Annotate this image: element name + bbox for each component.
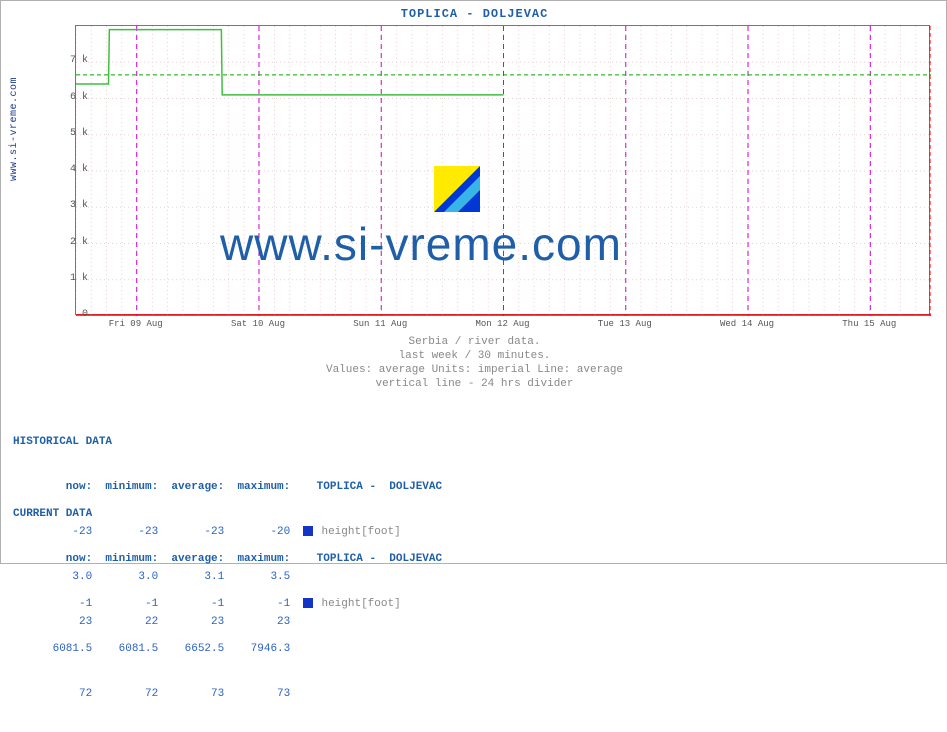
caption-line: last week / 30 minutes. <box>1 349 947 363</box>
table-row: 6081.5 6081.5 6652.5 7946.3 <box>13 642 442 657</box>
caption-line: Serbia / river data. <box>1 335 947 349</box>
caption-line: vertical line - 24 hrs divider <box>1 377 947 391</box>
x-tick-label: Tue 13 Aug <box>598 319 652 329</box>
chart-container: TOPLICA - DOLJEVAC www.si-vreme.com www.… <box>1 1 947 563</box>
x-tick-label: Mon 12 Aug <box>475 319 529 329</box>
y-tick-label: 3 k <box>48 200 88 211</box>
current-header: CURRENT DATA <box>13 507 442 522</box>
y-tick-label: 4 k <box>48 164 88 175</box>
y-tick-label: 0 <box>48 309 88 320</box>
x-tick-label: Sun 11 Aug <box>353 319 407 329</box>
y-tick-label: 7 k <box>48 55 88 66</box>
x-tick-label: Sat 10 Aug <box>231 319 285 329</box>
legend-label: height[foot] <box>321 598 400 610</box>
plot-svg <box>76 26 931 316</box>
x-tick-label: Thu 15 Aug <box>842 319 896 329</box>
x-tick-label: Fri 09 Aug <box>109 319 163 329</box>
y-tick-label: 1 k <box>48 273 88 284</box>
historical-header: HISTORICAL DATA <box>13 435 442 450</box>
chart-title: TOPLICA - DOLJEVAC <box>1 7 947 21</box>
y-axis-label: www.si-vreme.com <box>9 77 20 181</box>
table-row: 72 72 73 73 <box>13 687 442 702</box>
plot-area: www.si-vreme.com <box>75 25 930 315</box>
caption-line: Values: average Units: imperial Line: av… <box>1 363 947 377</box>
y-tick-label: 6 k <box>48 92 88 103</box>
table-row: -1 -1 -1 -1 height[foot] <box>13 597 442 612</box>
current-columns: now: minimum: average: maximum: TOPLICA … <box>13 552 442 567</box>
current-data-block: CURRENT DATA now: minimum: average: maxi… <box>13 477 442 732</box>
y-tick-label: 5 k <box>48 128 88 139</box>
legend-swatch <box>303 598 313 608</box>
y-tick-label: 2 k <box>48 237 88 248</box>
x-tick-label: Wed 14 Aug <box>720 319 774 329</box>
caption-block: Serbia / river data. last week / 30 minu… <box>1 335 947 391</box>
